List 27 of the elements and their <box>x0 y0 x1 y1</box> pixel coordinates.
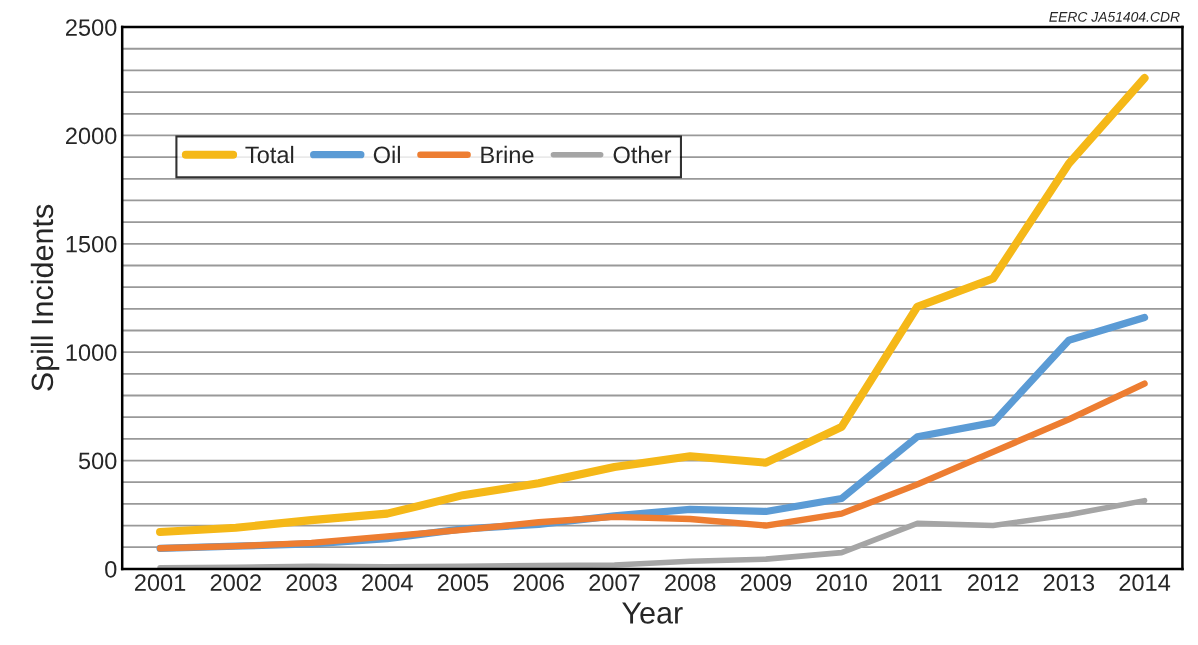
x-tick-label: 2014 <box>1119 574 1171 592</box>
legend-label: Brine <box>481 145 534 164</box>
x-tick-label: 2003 <box>286 574 337 592</box>
x-tick-label: 2006 <box>513 574 564 592</box>
y-axis-title: Spill Incidents <box>30 204 60 391</box>
x-tick-label: 2010 <box>816 574 867 592</box>
y-tick-label: 1500 <box>66 235 117 253</box>
y-tick-label: 1000 <box>66 344 117 361</box>
legend-label: Oil <box>373 145 400 164</box>
x-tick-label: 2005 <box>437 574 489 592</box>
y-tick-label: 500 <box>78 452 117 470</box>
x-tick-label: 2009 <box>740 574 792 592</box>
x-tick-label: 2004 <box>362 574 413 592</box>
legend-label: Other <box>613 145 672 164</box>
x-tick-label: 2001 <box>134 574 186 592</box>
y-tick-label: 2000 <box>66 127 117 145</box>
y-tick-label: 2500 <box>66 19 117 36</box>
x-tick-label: 2002 <box>210 574 261 592</box>
x-tick-label: 2008 <box>665 574 716 592</box>
x-tick-label: 2012 <box>968 574 1019 592</box>
x-axis-title: Year <box>622 602 683 624</box>
legend-label: Total <box>245 145 294 164</box>
x-tick-label: 2011 <box>893 574 942 592</box>
y-tick-label: 0 <box>105 560 117 578</box>
x-tick-label: 2013 <box>1043 574 1095 592</box>
x-tick-label: 2007 <box>589 574 640 592</box>
text: EERC JA51404.CDR <box>1049 11 1180 22</box>
